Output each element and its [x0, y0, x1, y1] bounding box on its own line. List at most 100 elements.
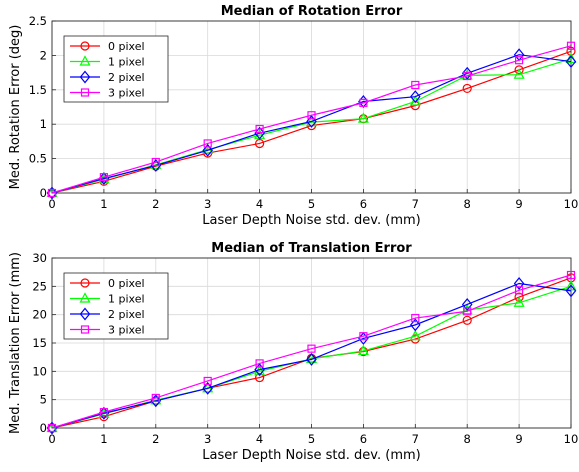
- x-tick-label: 9: [515, 432, 522, 446]
- data-point: [203, 139, 212, 148]
- x-tick-label: 6: [360, 432, 367, 446]
- series-line: [51, 45, 572, 194]
- legend-marker: [79, 307, 91, 321]
- data-point: [514, 56, 524, 65]
- data-point: [255, 359, 264, 368]
- series-line: [51, 282, 572, 429]
- y-tick-label: 25: [32, 279, 47, 293]
- x-tick-label: 1: [100, 432, 107, 446]
- legend-label: 0 pixel: [108, 277, 145, 290]
- x-tick-label: 9: [515, 197, 522, 211]
- data-point: [513, 296, 525, 307]
- data-point: [150, 393, 162, 405]
- data-point: [151, 393, 160, 403]
- data-point: [411, 313, 420, 323]
- data-point: [47, 423, 57, 433]
- x-tick-label: 6: [360, 197, 367, 211]
- data-point: [411, 80, 420, 90]
- data-point: [203, 376, 212, 386]
- x-tick-label: 1: [100, 197, 107, 211]
- x-tick-label: 5: [308, 197, 315, 211]
- legend-marker: [80, 41, 90, 51]
- data-point: [513, 277, 525, 290]
- data-point: [202, 143, 213, 157]
- data-point: [514, 65, 524, 75]
- data-point: [514, 292, 524, 302]
- y-tick-label: 30: [32, 251, 47, 265]
- x-tick-label: 2: [152, 432, 159, 446]
- legend-marker: [79, 55, 91, 66]
- data-point: [99, 408, 109, 417]
- data-point: [463, 307, 472, 316]
- series-line: [51, 54, 572, 194]
- rotation-error-chart: 0 1 2 3 4 5 6 7 8 9 10 0 0.5 1 1.5 2 2.5 Median of Rotati…: [8, 4, 578, 228]
- legend-marker: [79, 292, 91, 303]
- x-tick-label: 8: [464, 432, 471, 446]
- legend-marker: [80, 325, 90, 334]
- x-tick-label: 10: [564, 432, 579, 446]
- data-point: [255, 124, 264, 134]
- data-point: [566, 270, 576, 280]
- data-point: [461, 66, 473, 80]
- x-tick-label: 4: [256, 197, 263, 211]
- y-tick-label: 1.5: [29, 83, 47, 97]
- data-point: [410, 90, 421, 104]
- data-point: [306, 115, 317, 128]
- data-point: [565, 55, 577, 69]
- data-point: [409, 329, 421, 341]
- x-tick-label: 7: [412, 197, 419, 211]
- data-point: [463, 71, 472, 81]
- y-tick-label: 15: [32, 336, 47, 350]
- data-point: [47, 188, 57, 198]
- x-tick-label: 0: [48, 432, 55, 446]
- data-point: [254, 363, 265, 377]
- y-axis-label: Med. Translation Error (mm): [8, 252, 23, 434]
- chart-title: Median of Translation Error: [211, 241, 412, 256]
- x-tick-label: 3: [204, 197, 211, 211]
- x-tick-label: 5: [308, 432, 315, 446]
- legend-marker: [80, 88, 90, 97]
- x-tick-label: 7: [412, 432, 419, 446]
- y-axis-label: Med. Rotation Error (deg): [8, 25, 23, 190]
- chart-title: Median of Rotation Error: [221, 4, 403, 19]
- data-point: [255, 372, 265, 383]
- legend-label: 3 pixel: [108, 87, 145, 100]
- y-tick-label: 10: [32, 364, 47, 378]
- data-point: [462, 315, 472, 325]
- data-point: [514, 286, 524, 295]
- data-point: [461, 303, 473, 315]
- legend-label: 1 pixel: [108, 293, 145, 306]
- y-tick-label: 2.5: [29, 14, 47, 28]
- data-point: [565, 284, 577, 298]
- data-point: [359, 332, 368, 341]
- y-tick-label: 2: [40, 48, 47, 62]
- legend-marker: [79, 70, 91, 84]
- data-point: [99, 173, 109, 182]
- legend-label: 2 pixel: [108, 308, 145, 321]
- data-point: [462, 83, 472, 94]
- y-tick-label: 0.5: [29, 152, 47, 166]
- legend-label: 2 pixel: [108, 71, 145, 84]
- data-point: [202, 143, 214, 154]
- data-point: [566, 41, 576, 50]
- x-tick-label: 3: [204, 432, 211, 446]
- y-tick-label: 20: [32, 308, 47, 322]
- x-axis-label: Laser Depth Noise std. dev. (mm): [202, 448, 420, 463]
- data-point: [513, 68, 525, 79]
- data-point: [359, 98, 368, 107]
- series-line: [51, 274, 572, 429]
- data-point: [410, 318, 421, 332]
- data-point: [151, 157, 160, 167]
- x-axis-label: Laser Depth Noise std. dev. (mm): [202, 213, 420, 228]
- data-point: [202, 381, 213, 395]
- legend-label: 1 pixel: [108, 56, 145, 69]
- data-point: [461, 298, 473, 311]
- x-tick-label: 2: [152, 197, 159, 211]
- legend-label: 3 pixel: [108, 324, 145, 337]
- legend-label: 0 pixel: [108, 40, 145, 53]
- y-tick-label: 5: [40, 393, 47, 407]
- translation-error-chart: 0 1 2 3 4 5 6 7 8 9 10 0 5 10 15 20 25 30 Median of Transl…: [8, 241, 578, 463]
- legend-marker: [80, 278, 90, 288]
- data-point: [565, 280, 577, 291]
- y-tick-label: 0: [40, 186, 47, 200]
